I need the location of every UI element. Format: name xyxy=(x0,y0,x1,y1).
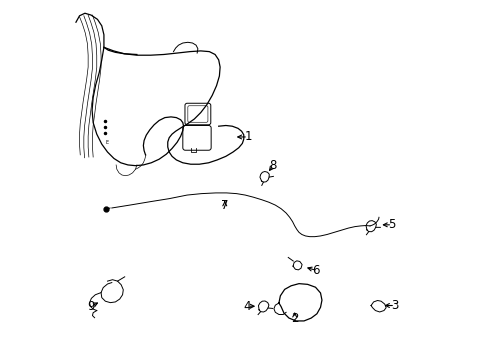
Text: E: E xyxy=(106,140,109,145)
Text: 6: 6 xyxy=(312,264,319,277)
Text: 1: 1 xyxy=(244,130,251,144)
Text: 4: 4 xyxy=(243,300,251,313)
Text: 7: 7 xyxy=(221,199,228,212)
Text: 3: 3 xyxy=(390,299,398,312)
FancyBboxPatch shape xyxy=(184,103,210,125)
Text: 8: 8 xyxy=(269,159,276,172)
FancyBboxPatch shape xyxy=(183,126,211,150)
Text: 5: 5 xyxy=(388,218,395,231)
Text: 2: 2 xyxy=(290,311,298,325)
FancyBboxPatch shape xyxy=(187,106,207,122)
Text: 9: 9 xyxy=(87,300,95,313)
